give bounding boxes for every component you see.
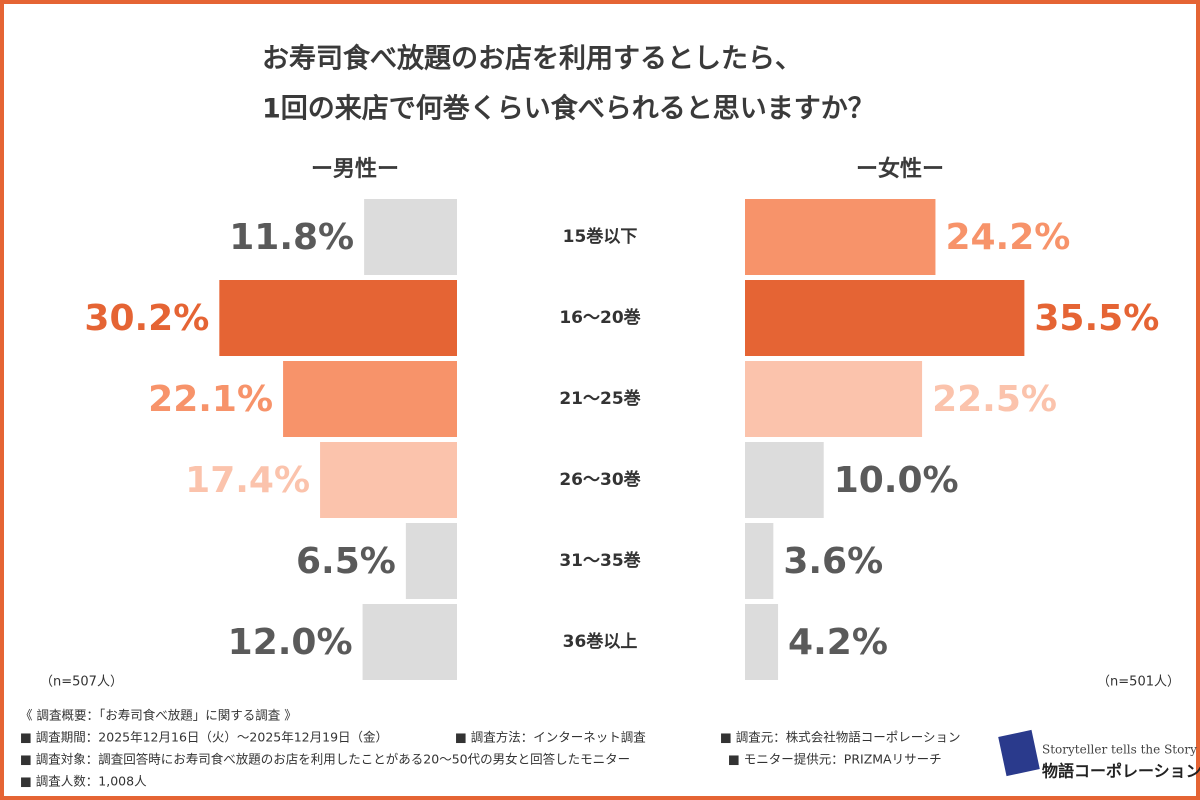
value-label: 11.8% — [229, 217, 354, 258]
category-label: 26〜30巻 — [559, 469, 640, 490]
chart-title: 1回の来店で何巻くらい食べられると思いますか？ — [262, 93, 875, 125]
bar — [745, 361, 923, 437]
value-label: 17.4% — [185, 460, 310, 501]
value-label: 6.5% — [296, 541, 396, 582]
value-label: 12.0% — [228, 622, 353, 663]
category-label: 16〜20巻 — [559, 307, 640, 328]
series-title: ー男性ー — [311, 157, 399, 182]
bar — [320, 442, 457, 518]
footnote: ■ 調査人数：1,008人 — [20, 774, 147, 789]
category-label: 15巻以下 — [563, 226, 638, 247]
footnote: 《 調査概要：「お寿司食べ放題」に関する調査 》 — [20, 708, 297, 723]
footnote: ■ 調査元：株式会社物語コーポレーション — [720, 730, 961, 745]
value-label: 30.2% — [84, 298, 209, 339]
value-label: 24.2% — [945, 217, 1070, 258]
footnote: ■ 調査期間：2025年12月16日（火）〜2025年12月19日（金） — [20, 730, 388, 745]
logo-tagline: Storyteller tells the Story — [1042, 743, 1197, 757]
value-label: 35.5% — [1034, 298, 1159, 339]
value-label: 3.6% — [783, 541, 883, 582]
bar — [219, 280, 457, 356]
bar — [745, 442, 824, 518]
value-label: 10.0% — [834, 460, 959, 501]
sample-note: （n=507人） — [40, 675, 123, 690]
sample-note: （n=501人） — [1097, 675, 1180, 690]
bar — [745, 280, 1025, 356]
bar — [283, 361, 457, 437]
series-title: ー女性ー — [856, 156, 944, 182]
logo-icon — [998, 729, 1040, 777]
footnote: ■ 調査対象：調査回答時にお寿司食べ放題のお店を利用したことがある20〜50代の… — [20, 752, 630, 767]
bar — [745, 523, 774, 599]
bar — [364, 199, 457, 275]
category-label: 31〜35巻 — [559, 550, 640, 571]
chart-title: お寿司食べ放題のお店を利用するとしたら、 — [262, 43, 802, 75]
logo-name: 物語コーポレーション — [1042, 762, 1200, 781]
bar — [362, 604, 457, 680]
bar — [745, 604, 779, 680]
value-label: 22.5% — [932, 379, 1057, 420]
bar — [405, 523, 457, 599]
value-label: 4.2% — [788, 622, 888, 663]
bar — [745, 199, 936, 275]
value-label: 22.1% — [148, 379, 273, 420]
footnote: ■ モニター提供元：PRIZMAリサーチ — [728, 752, 942, 767]
category-label: 36巻以上 — [563, 631, 638, 652]
footnote: ■ 調査方法：インターネット調査 — [455, 730, 646, 745]
category-label: 21〜25巻 — [559, 388, 640, 409]
